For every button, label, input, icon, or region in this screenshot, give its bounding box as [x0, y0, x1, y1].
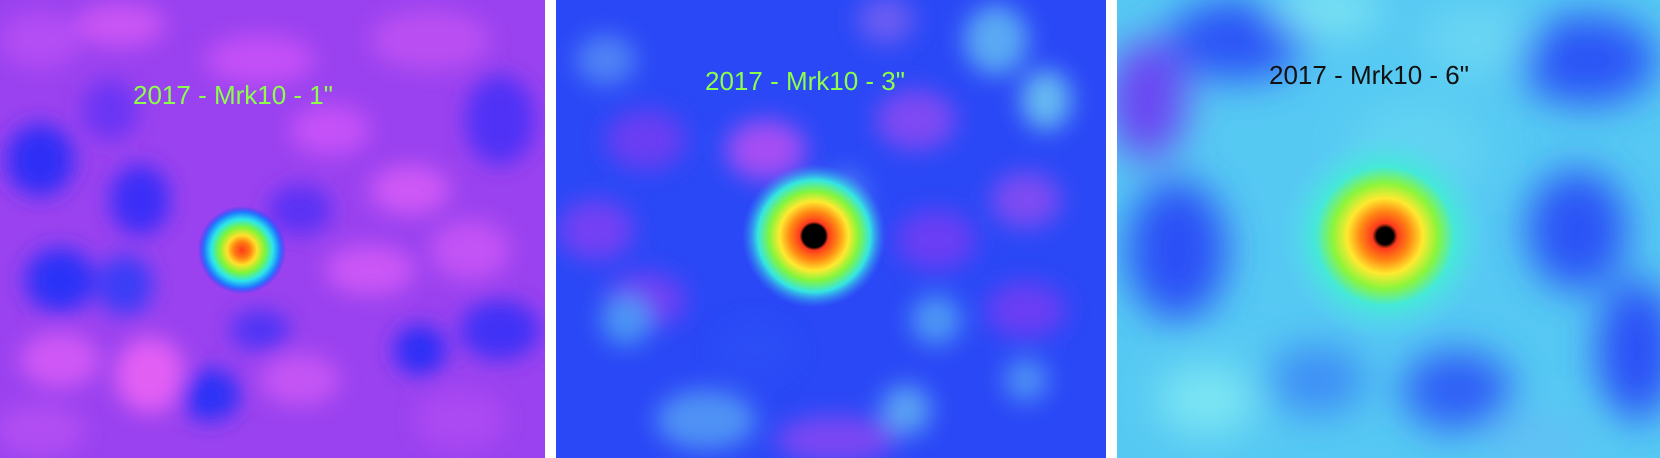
- panel-2-source: [742, 164, 886, 308]
- panel-2-label: 2017 - Mrk10 - 3": [705, 66, 905, 96]
- panel-2-svg: [556, 0, 1106, 458]
- panel-2-image: [556, 0, 1106, 458]
- panel-3-label: 2017 - Mrk10 - 6": [1269, 60, 1469, 90]
- panel-1-image: [0, 0, 545, 458]
- panel-3-noise: [1117, 0, 1660, 458]
- panel-1-noise: [0, 3, 540, 456]
- panel-3-image: [1117, 0, 1660, 458]
- panel-3-source: [1280, 131, 1490, 341]
- panel-3-svg: [1117, 0, 1660, 458]
- panel-1-source: [198, 206, 286, 294]
- panel-1-svg: [0, 0, 545, 458]
- panel-1-label: 2017 - Mrk10 - 1": [133, 80, 333, 110]
